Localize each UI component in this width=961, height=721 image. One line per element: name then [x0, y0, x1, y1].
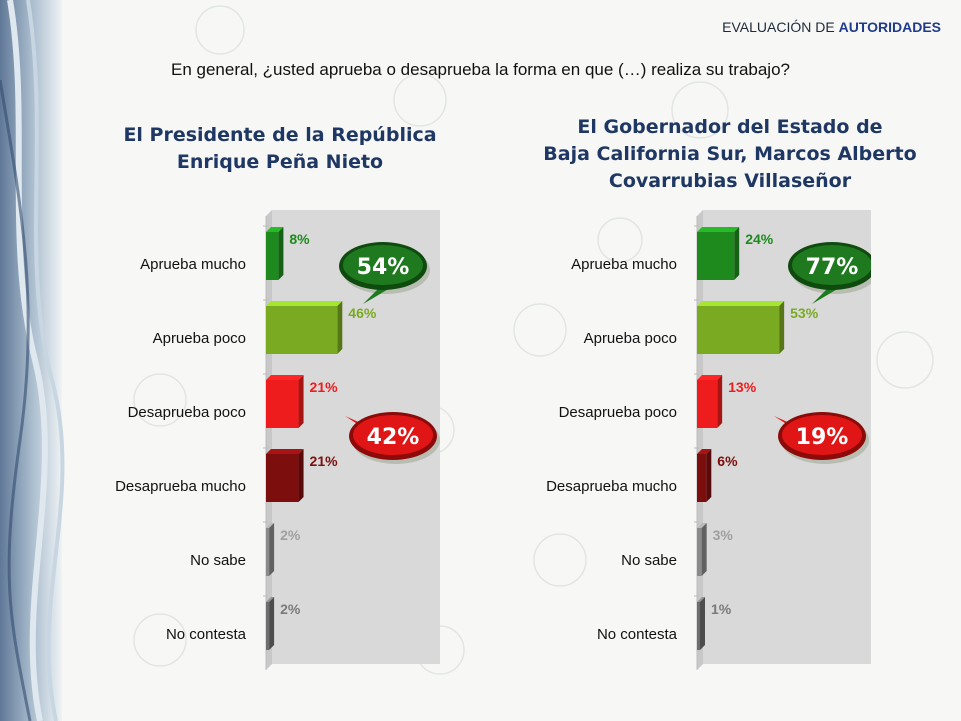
category-label: No contesta: [596, 626, 677, 643]
bar-side: [734, 227, 740, 280]
bar: [697, 528, 702, 576]
bar: [697, 232, 735, 280]
bar-top: [697, 523, 707, 528]
callout-bubble: [782, 415, 862, 455]
chart-president: 8% 46% 21% 21% 2% 2% 54% 42% Aprueba mucho Aprueb…: [0, 196, 440, 676]
category-label: Aprueba mucho: [140, 256, 246, 273]
data-label: 21%: [310, 379, 339, 395]
data-label: 6%: [717, 453, 738, 469]
chart-title-governor: El Gobernador del Estado de Baja Califor…: [520, 114, 940, 195]
bar-top: [266, 375, 304, 380]
category-label: Aprueba poco: [583, 330, 677, 347]
title-line: Baja California Sur, Marcos Alberto: [543, 143, 917, 165]
data-label: 24%: [745, 231, 774, 247]
callout-value: 77%: [806, 255, 859, 280]
data-label: 1%: [711, 601, 732, 617]
bar-chart-svg: 24% 53% 13% 6% 3% 1% 77% 19%: [694, 210, 871, 670]
bar-top: [697, 597, 705, 602]
data-label: 13%: [728, 379, 757, 395]
bar-side: [779, 301, 785, 354]
title-line: Enrique Peña Nieto: [176, 151, 384, 173]
bar-side: [700, 597, 705, 650]
category-label: Aprueba mucho: [571, 256, 677, 273]
bar-side: [298, 375, 304, 428]
bar: [266, 454, 299, 502]
chart-title-president: El Presidente de la República Enrique Pe…: [60, 122, 500, 176]
title-line: El Gobernador del Estado de: [577, 116, 883, 138]
bar-top: [266, 523, 275, 528]
bar: [266, 232, 279, 280]
bar-side: [298, 449, 304, 502]
bar: [266, 306, 338, 354]
bar-side: [269, 523, 275, 576]
bar-top: [697, 375, 723, 380]
bar-top: [266, 301, 343, 306]
category-label: Desaprueba poco: [558, 404, 677, 421]
bar: [266, 380, 299, 428]
section-header-emphasis: AUTORIDADES: [838, 19, 941, 35]
bar-side: [337, 301, 343, 354]
bar: [697, 454, 707, 502]
callout-value: 19%: [796, 425, 849, 450]
bar: [266, 602, 270, 650]
bar-side: [278, 227, 284, 280]
callout-bubble: [343, 245, 423, 285]
bar-top: [266, 227, 284, 232]
callout-bubble: [353, 415, 433, 455]
data-label: 2%: [280, 527, 301, 543]
bar-side: [701, 523, 707, 576]
data-label: 8%: [289, 231, 310, 247]
bar-top: [697, 227, 740, 232]
category-label: Desaprueba poco: [127, 404, 246, 421]
category-label: No contesta: [165, 626, 246, 643]
bar: [697, 380, 718, 428]
bar-side: [269, 597, 275, 650]
chart-governor: 24% 53% 13% 6% 3% 1% 77% 19% Aprueba mucho Aprueb…: [431, 196, 871, 676]
bar-chart-svg: 8% 46% 21% 21% 2% 2% 54% 42%: [263, 210, 440, 670]
callout-value: 54%: [357, 255, 410, 280]
data-label: 21%: [310, 453, 339, 469]
title-line: El Presidente de la República: [123, 124, 437, 146]
data-label: 53%: [790, 305, 819, 321]
category-label: Aprueba poco: [152, 330, 246, 347]
category-label: No sabe: [621, 552, 677, 569]
callout-value: 42%: [367, 425, 420, 450]
bar-top: [266, 449, 304, 454]
category-label: Desaprueba mucho: [115, 478, 246, 495]
data-label: 2%: [280, 601, 301, 617]
bar-top: [697, 449, 712, 454]
data-label: 3%: [713, 527, 734, 543]
bar-top: [697, 301, 785, 306]
title-line: Covarrubias Villaseñor: [608, 170, 852, 192]
data-label: 46%: [348, 305, 377, 321]
section-header: EVALUACIÓN DE AUTORIDADES: [722, 19, 941, 35]
bar: [697, 306, 780, 354]
survey-question: En general, ¿usted aprueba o desaprueba …: [171, 60, 790, 79]
bar: [697, 602, 700, 650]
callout-bubble: [792, 245, 871, 285]
bar-side: [706, 449, 712, 502]
category-label: Desaprueba mucho: [546, 478, 677, 495]
category-label: No sabe: [190, 552, 246, 569]
bar-side: [717, 375, 723, 428]
bar-top: [266, 597, 275, 602]
bar: [266, 528, 270, 576]
